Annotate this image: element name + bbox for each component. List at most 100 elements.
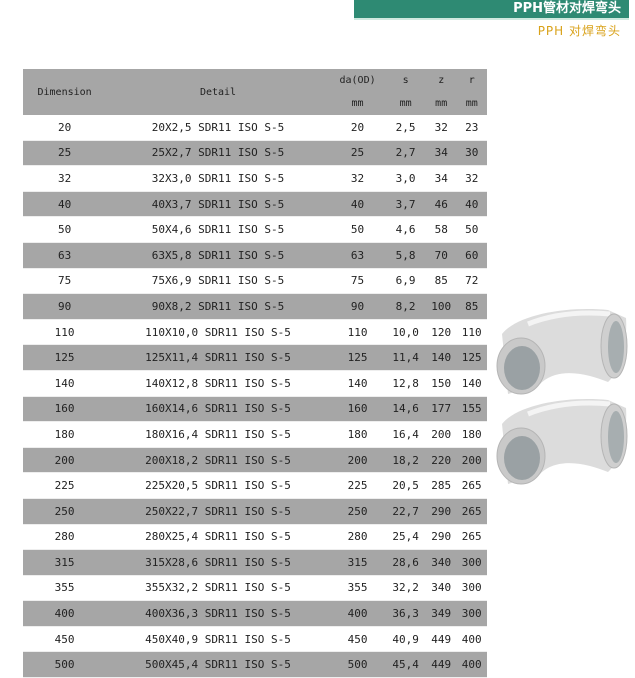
- cell-s: 40,9: [392, 632, 419, 646]
- table-row: 355 355X32,2 SDR11 ISO S-5 355 32,2 340 300: [23, 575, 487, 601]
- cell-da: 50: [350, 223, 365, 237]
- cell-da: 225: [347, 479, 368, 493]
- cell-r: 140: [461, 376, 482, 390]
- cell-r: 50: [465, 223, 479, 237]
- cell-r: 265: [461, 479, 482, 493]
- cell-detail: 225X20,5 SDR11 ISO S-5: [145, 479, 291, 493]
- cell-s: 45,4: [385, 651, 426, 678]
- cell-dimension: 40: [23, 191, 107, 217]
- cell-z: 449: [425, 651, 457, 678]
- cell-dimension: 400: [23, 600, 107, 627]
- cell-detail: 50X4,6 SDR11 ISO S-5: [151, 223, 285, 237]
- cell-detail: 400X36,3 SDR11 ISO S-5: [106, 600, 330, 627]
- cell-z: 285: [431, 479, 452, 493]
- cell-s: 18,2: [385, 447, 426, 473]
- cell-dimension: 500: [23, 651, 107, 678]
- cell-r: 40: [456, 191, 487, 217]
- cell-z: 140: [425, 344, 457, 371]
- cell-s: 10,0: [392, 325, 419, 339]
- cell-da: 450: [347, 632, 368, 646]
- cell-detail: 500X45,4 SDR11 ISO S-5: [106, 651, 330, 678]
- cell-detail: 140X12,8 SDR11 ISO S-5: [145, 376, 291, 390]
- cell-detail: 315X28,6 SDR11 ISO S-5: [106, 549, 330, 576]
- cell-r: 30: [456, 140, 487, 166]
- cell-r: 32: [465, 171, 479, 185]
- unit-z: mm: [425, 92, 457, 115]
- cell-r: 23: [465, 120, 479, 134]
- table-row: 180 180X16,4 SDR11 ISO S-5 180 16,4 200 180: [23, 422, 487, 448]
- cell-dimension: 450: [54, 632, 75, 646]
- col-dimension: Dimension: [23, 69, 107, 115]
- col-detail: Detail: [106, 69, 330, 115]
- cell-r: 265: [461, 530, 482, 544]
- col-r: r: [456, 69, 487, 92]
- cell-r: 300: [461, 581, 482, 595]
- elbow-image: [496, 399, 628, 485]
- cell-z: 177: [425, 396, 457, 422]
- cell-z: 449: [431, 632, 452, 646]
- unit-s: mm: [385, 92, 426, 115]
- cell-z: 290: [431, 530, 452, 544]
- table-row: 315 315X28,6 SDR11 ISO S-5 315 28,6 340 300: [23, 549, 487, 576]
- table-row: 63 63X5,8 SDR11 ISO S-5 63 5,8 70 60: [23, 242, 487, 269]
- cell-da: 180: [347, 427, 368, 441]
- cell-s: 20,5: [392, 479, 419, 493]
- cell-dimension: 50: [57, 223, 72, 237]
- subtitle: PPH 对焊弯头: [537, 24, 621, 38]
- table-row: 50 50X4,6 SDR11 ISO S-5 50 4,6 58 50: [23, 217, 487, 243]
- table-row: 25 25X2,7 SDR11 ISO S-5 25 2,7 34 30: [23, 140, 487, 166]
- cell-dimension: 63: [23, 242, 107, 269]
- cell-dimension: 355: [54, 581, 75, 595]
- cell-da: 315: [329, 549, 386, 576]
- cell-r: 265: [456, 498, 487, 524]
- table-row: 225 225X20,5 SDR11 ISO S-5 225 20,5 285 265: [23, 473, 487, 499]
- header-row: Dimension Detail da(OD) s z r: [23, 69, 487, 115]
- unit-r: mm: [456, 92, 487, 115]
- cell-s: 5,8: [385, 242, 426, 269]
- cell-dimension: 225: [54, 479, 75, 493]
- col-s: s: [385, 69, 426, 92]
- cell-detail: 110X10,0 SDR11 ISO S-5: [145, 325, 291, 339]
- table-row: 125 125X11,4 SDR11 ISO S-5 125 11,4 140 125: [23, 344, 487, 371]
- cell-dimension: 20: [57, 120, 72, 134]
- cell-z: 100: [425, 293, 457, 320]
- cell-da: 20: [350, 120, 365, 134]
- cell-detail: 40X3,7 SDR11 ISO S-5: [106, 191, 330, 217]
- cell-s: 2,5: [395, 120, 416, 134]
- cell-dimension: 125: [23, 344, 107, 371]
- cell-dimension: 75: [57, 274, 72, 288]
- cell-z: 70: [425, 242, 457, 269]
- cell-r: 125: [456, 344, 487, 371]
- cell-s: 11,4: [385, 344, 426, 371]
- spec-table: Dimension Detail da(OD) s z r mm mm mm m…: [23, 69, 487, 678]
- cell-detail: 32X3,0 SDR11 ISO S-5: [151, 171, 285, 185]
- cell-da: 140: [347, 376, 368, 390]
- cell-r: 400: [456, 651, 487, 678]
- cell-s: 25,4: [392, 530, 419, 544]
- cell-r: 200: [456, 447, 487, 473]
- cell-detail: 90X8,2 SDR11 ISO S-5: [106, 293, 330, 320]
- table-row: 280 280X25,4 SDR11 ISO S-5 280 25,4 290 265: [23, 524, 487, 550]
- cell-r: 400: [461, 632, 482, 646]
- table-row: 90 90X8,2 SDR11 ISO S-5 90 8,2 100 85: [23, 293, 487, 320]
- cell-da: 90: [329, 293, 386, 320]
- cell-dimension: 250: [23, 498, 107, 524]
- cell-da: 110: [347, 325, 368, 339]
- cell-detail: 63X5,8 SDR11 ISO S-5: [106, 242, 330, 269]
- cell-da: 500: [329, 651, 386, 678]
- cell-da: 250: [329, 498, 386, 524]
- cell-da: 40: [329, 191, 386, 217]
- elbow-image: [496, 309, 628, 395]
- cell-dimension: 315: [23, 549, 107, 576]
- cell-da: 32: [350, 171, 365, 185]
- cell-z: 349: [425, 600, 457, 627]
- table-row: 75 75X6,9 SDR11 ISO S-5 75 6,9 85 72: [23, 268, 487, 294]
- banner-divider: [354, 18, 629, 20]
- cell-r: 180: [461, 427, 482, 441]
- cell-dimension: 90: [23, 293, 107, 320]
- cell-s: 6,9: [395, 274, 416, 288]
- cell-z: 58: [434, 223, 448, 237]
- cell-detail: 180X16,4 SDR11 ISO S-5: [145, 427, 291, 441]
- cell-z: 34: [425, 140, 457, 166]
- cell-z: 85: [434, 274, 448, 288]
